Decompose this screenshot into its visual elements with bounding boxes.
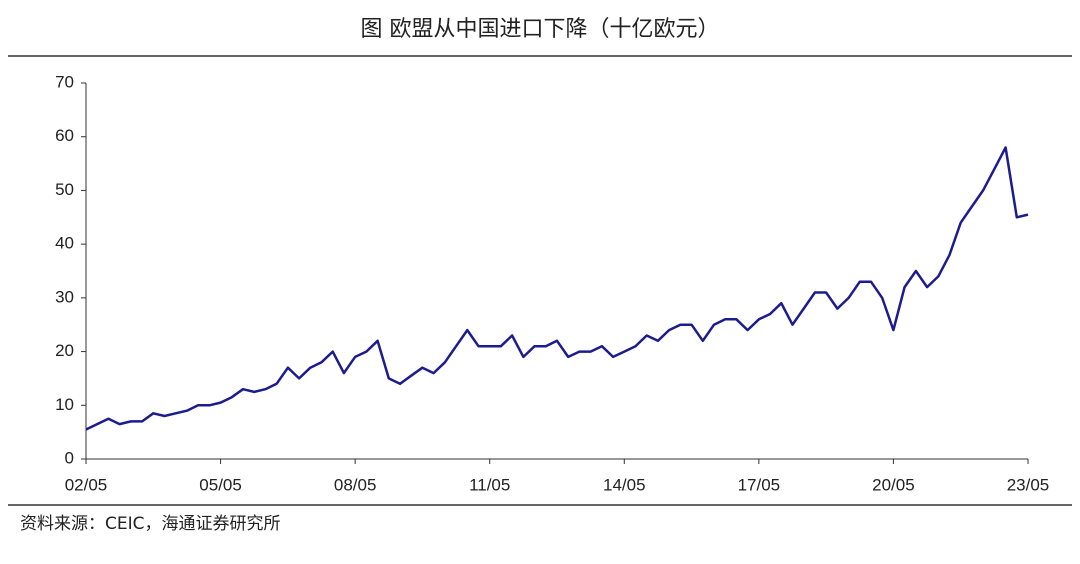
y-tick-label: 0	[65, 448, 74, 467]
source: 资料来源：CEIC，海通证券研究所	[20, 514, 281, 534]
y-tick-label: 70	[55, 72, 74, 91]
series-line	[85, 146, 1029, 431]
y-tick-label: 40	[55, 234, 74, 253]
x-tick-label: 08/05	[334, 475, 377, 494]
y-tick-label: 10	[55, 395, 74, 414]
x-tick-label: 14/05	[603, 475, 646, 494]
y-tick-label: 50	[55, 180, 74, 199]
y-tick-label: 20	[55, 341, 74, 360]
x-tick-label: 11/05	[469, 475, 510, 494]
x-tick-label: 23/05	[1007, 475, 1050, 494]
x-tick-label: 02/05	[65, 475, 108, 494]
x-tick-label: 05/05	[199, 475, 242, 494]
y-tick-label: 30	[55, 287, 74, 306]
x-tick-label: 20/05	[872, 475, 915, 494]
x-tick-label: 17/05	[738, 475, 781, 494]
y-tick-label: 60	[55, 126, 74, 145]
chart-title: 图 欧盟从中国进口下降（十亿欧元）	[361, 17, 720, 42]
